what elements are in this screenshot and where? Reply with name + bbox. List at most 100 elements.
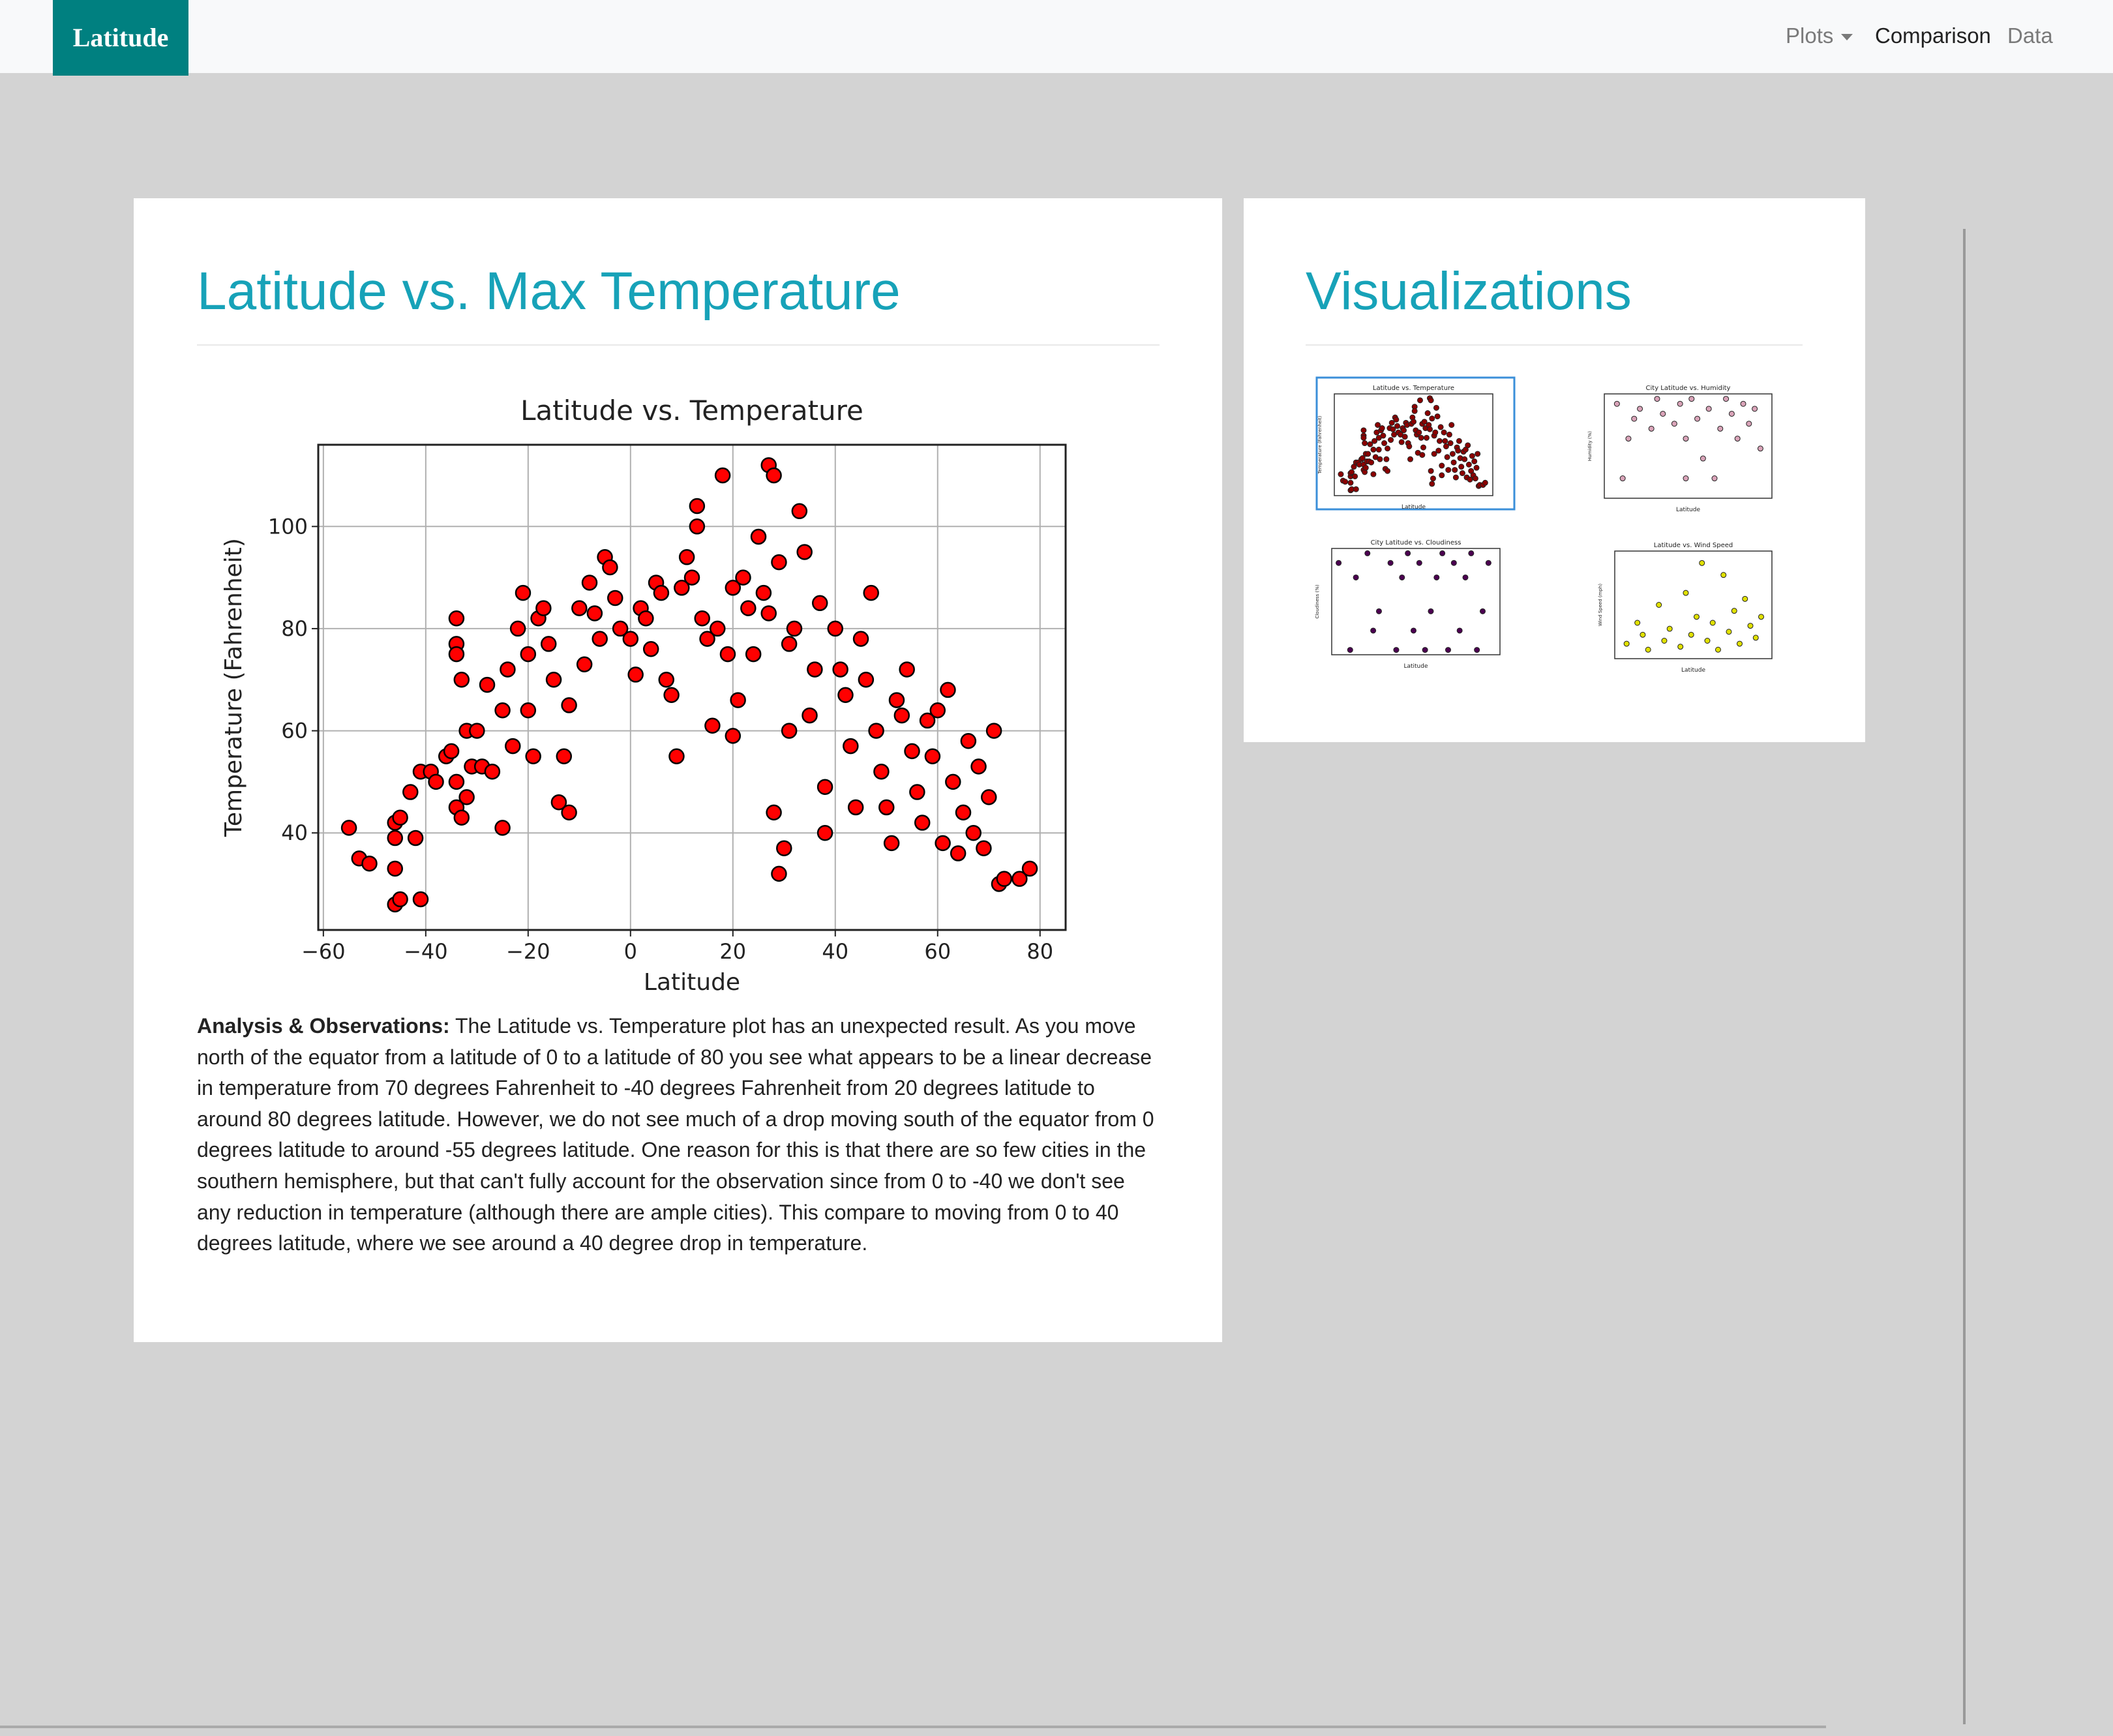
thumb-point — [1338, 471, 1344, 477]
point — [929, 702, 946, 719]
thumb-point — [1428, 608, 1434, 614]
point — [443, 743, 460, 760]
point — [873, 763, 890, 780]
thumb-title: Latitude vs. Temperature — [1373, 385, 1454, 392]
point — [709, 620, 726, 637]
point — [858, 672, 875, 688]
point — [699, 631, 715, 647]
thumb-point — [1757, 445, 1763, 452]
point — [448, 773, 465, 790]
point — [796, 544, 813, 560]
point — [827, 620, 844, 637]
thumb-point — [1740, 400, 1746, 407]
thumb-point — [1452, 474, 1459, 481]
thumb-point — [1390, 426, 1396, 432]
thumb-point — [1428, 397, 1434, 404]
thumb-point — [1661, 638, 1668, 644]
analysis-label: Analysis & Observations: — [197, 1014, 450, 1038]
thumb-point — [1387, 560, 1394, 566]
point — [781, 636, 798, 652]
thumb-point — [1336, 560, 1342, 566]
caret — [1841, 34, 1853, 41]
thumb-point — [1683, 590, 1689, 596]
x-tick-label: 40 — [822, 939, 848, 964]
thumb-point — [1468, 550, 1475, 556]
thumb-point — [1393, 416, 1400, 423]
point — [387, 860, 403, 877]
nav-link[interactable]: Data — [2007, 23, 2053, 48]
thumb-point — [1416, 429, 1422, 436]
thumb-point — [1439, 472, 1445, 479]
point — [766, 467, 782, 484]
point — [996, 871, 1013, 887]
point — [581, 575, 598, 591]
y-tick-label: 100 — [268, 514, 308, 539]
point — [955, 804, 972, 821]
point — [494, 702, 511, 719]
thumb-point — [1375, 422, 1381, 428]
thumb-point — [1431, 451, 1437, 457]
thumb-point — [1637, 406, 1643, 412]
thumb-point — [1449, 451, 1456, 457]
thumb-ylabel: Cloudiness (%) — [1315, 584, 1320, 619]
thumb-point — [1416, 560, 1422, 566]
thumb-point — [1411, 419, 1416, 425]
thumb-xlabel: Latitude — [1401, 504, 1426, 511]
point — [714, 467, 731, 484]
point — [817, 824, 833, 841]
analysis: Analysis & Observations: The Latitude vs… — [197, 1011, 1161, 1259]
thumb-point — [1693, 614, 1700, 620]
thumb-point — [1613, 400, 1620, 407]
brand[interactable]: Latitude — [53, 0, 188, 76]
thumb-point — [1380, 432, 1386, 439]
point — [730, 692, 746, 708]
nav-link[interactable]: Plots — [1786, 23, 1853, 48]
thumb-point — [1660, 410, 1666, 417]
point — [663, 687, 680, 703]
thumb-point — [1436, 438, 1443, 444]
thumb-point — [1360, 427, 1367, 434]
thumb-point — [1728, 410, 1735, 417]
thumb-point — [1370, 446, 1377, 453]
point — [520, 702, 537, 719]
x-tick-label: 60 — [924, 939, 951, 964]
x-tick-label: 80 — [1027, 939, 1053, 964]
point — [843, 738, 859, 755]
thumb-point — [1752, 406, 1758, 412]
point — [868, 723, 884, 739]
thumb-point — [1349, 469, 1355, 475]
thumb-point — [1423, 434, 1430, 441]
thumb-point — [1394, 423, 1401, 429]
thumb-point — [1420, 444, 1426, 451]
point — [576, 656, 593, 673]
thumb-point — [1429, 481, 1435, 487]
point — [852, 631, 869, 647]
point — [658, 672, 675, 688]
point — [817, 779, 833, 795]
thumb-point — [1442, 438, 1448, 444]
thumb-point — [1342, 479, 1349, 485]
y-tick-label: 60 — [281, 719, 308, 743]
thumb-point — [1747, 623, 1754, 629]
thumb-point — [1379, 425, 1385, 432]
thumb-point — [1421, 419, 1428, 425]
thumb-point — [1619, 475, 1626, 482]
thumb-point — [1717, 425, 1724, 432]
thumb-frame — [1331, 548, 1501, 655]
x-tick-label: 20 — [719, 939, 746, 964]
thumb-point — [1752, 635, 1759, 641]
thumb-point — [1381, 440, 1388, 447]
point — [469, 723, 485, 739]
point — [985, 723, 1002, 739]
thumb-point — [1375, 446, 1382, 453]
x-axis-label: Latitude — [644, 969, 740, 996]
thumb-point — [1385, 445, 1391, 452]
thumb-point — [1439, 462, 1445, 469]
thumb-point — [1623, 640, 1630, 647]
point — [448, 610, 465, 627]
thumb-point — [1699, 560, 1705, 566]
nav-link[interactable]: Comparison — [1875, 23, 1991, 48]
thumb-point — [1422, 647, 1428, 653]
